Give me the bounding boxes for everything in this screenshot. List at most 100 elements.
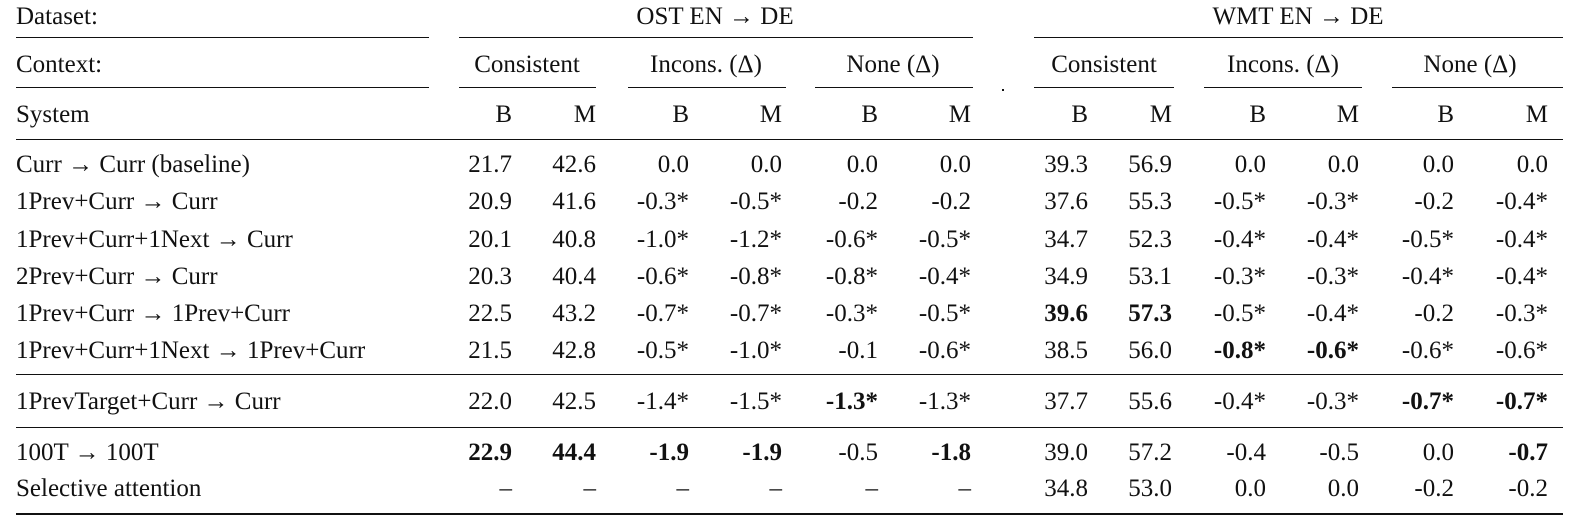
- metric-header-cell: B: [1071, 101, 1088, 128]
- ost-value-cell: –: [958, 475, 972, 502]
- ost-value-cell: -0.6*: [825, 226, 878, 253]
- wmt-value-cell: 0.0: [1327, 475, 1359, 502]
- system-name-cell: 1Prev+Curr → 1Prev+Curr: [16, 300, 290, 327]
- rule-dataset-wmt: [1034, 37, 1563, 38]
- wmt-value-cell: 53.0: [1128, 475, 1172, 502]
- ost-value-cell: 22.5: [468, 300, 512, 327]
- wmt-value-cell: 39.3: [1044, 151, 1088, 178]
- metric-header-cell: B: [861, 101, 878, 128]
- wmt-value-cell: -0.2: [1414, 475, 1454, 502]
- rule-group-1: [16, 374, 1563, 375]
- dataset-ost-heading: OST EN → DE: [636, 3, 794, 30]
- system-label: System: [16, 101, 90, 128]
- ost-value-cell: 44.4: [552, 439, 596, 466]
- wmt-value-cell: 57.2: [1128, 439, 1172, 466]
- ost-value-cell: -0.8*: [825, 263, 878, 290]
- ost-value-cell: –: [769, 475, 783, 502]
- ost-value-cell: 40.4: [552, 263, 596, 290]
- ost-value-cell: 41.6: [552, 188, 596, 215]
- rule-context-left: [16, 87, 429, 88]
- wmt-value-cell: -0.2: [1508, 475, 1548, 502]
- wmt-value-cell: -0.6*: [1306, 337, 1359, 364]
- wmt-value-cell: -0.5*: [1401, 226, 1454, 253]
- ost-value-cell: 20.9: [468, 188, 512, 215]
- ost-value-cell: 22.9: [468, 439, 512, 466]
- wmt-value-cell: -0.4*: [1495, 226, 1548, 253]
- ost-value-cell: -0.5: [838, 439, 878, 466]
- system-name-cell: Selective attention: [16, 475, 202, 502]
- wmt-value-cell: -0.4*: [1213, 388, 1266, 415]
- system-name-cell: 1Prev+Curr → Curr: [16, 188, 218, 215]
- rule-ctx-ost-inconsistent: [628, 87, 786, 88]
- rule-ctx-ost-none: [815, 87, 973, 88]
- ost-value-cell: -1.3*: [918, 388, 971, 415]
- wmt-value-cell: -0.3*: [1213, 263, 1266, 290]
- ost-value-cell: -1.2*: [729, 226, 782, 253]
- ost-value-cell: 20.1: [468, 226, 512, 253]
- wmt-value-cell: 0.0: [1234, 151, 1266, 178]
- ost-value-cell: –: [865, 475, 879, 502]
- metric-header-cell: B: [672, 101, 689, 128]
- wmt-value-cell: 57.3: [1128, 300, 1172, 327]
- wmt-value-cell: 39.6: [1044, 300, 1088, 327]
- system-name-cell: 2Prev+Curr → Curr: [16, 263, 218, 290]
- system-name-cell: 1PrevTarget+Curr → Curr: [16, 388, 281, 415]
- rule-dataset-ost: [459, 37, 973, 38]
- wmt-value-cell: -0.2: [1414, 300, 1454, 327]
- ost-value-cell: 21.7: [468, 151, 512, 178]
- metric-header-cell: M: [948, 101, 971, 128]
- ost-value-cell: -1.0*: [729, 337, 782, 364]
- wmt-value-cell: -0.3*: [1306, 388, 1359, 415]
- ost-value-cell: -1.0*: [636, 226, 689, 253]
- ost-value-cell: -1.9: [742, 439, 782, 466]
- metric-header-cell: M: [1336, 101, 1359, 128]
- wmt-value-cell: 0.0: [1422, 439, 1454, 466]
- wmt-value-cell: -0.4: [1226, 439, 1266, 466]
- metric-header-cell: M: [1149, 101, 1172, 128]
- ost-value-cell: –: [499, 475, 513, 502]
- ost-value-cell: -0.3*: [636, 188, 689, 215]
- ost-value-cell: -0.6*: [918, 337, 971, 364]
- ost-value-cell: -0.7*: [729, 300, 782, 327]
- wmt-value-cell: 34.8: [1044, 475, 1088, 502]
- ost-value-cell: -0.7*: [636, 300, 689, 327]
- metric-header-cell: M: [1525, 101, 1548, 128]
- ost-value-cell: -0.1: [838, 337, 878, 364]
- metric-header-cell: B: [495, 101, 512, 128]
- metric-header-cell: M: [759, 101, 782, 128]
- ost-value-cell: -0.2: [838, 188, 878, 215]
- ost-value-cell: -0.2: [931, 188, 971, 215]
- rule-ctx-wmt-none: [1392, 87, 1563, 88]
- wmt-value-cell: 37.7: [1044, 388, 1088, 415]
- wmt-value-cell: -0.2: [1414, 188, 1454, 215]
- wmt-value-cell: -0.7*: [1401, 388, 1454, 415]
- metric-header-cell: M: [573, 101, 596, 128]
- ost-value-cell: 21.5: [468, 337, 512, 364]
- metric-header-cell: B: [1249, 101, 1266, 128]
- ost-value-cell: 42.8: [552, 337, 596, 364]
- ost-value-cell: 20.3: [468, 263, 512, 290]
- ost-value-cell: -1.5*: [729, 388, 782, 415]
- ost-value-cell: -0.5*: [729, 188, 782, 215]
- rule-header-bottom: [16, 139, 1563, 140]
- ost-context-consistent: Consistent: [474, 51, 580, 78]
- ost-value-cell: –: [583, 475, 597, 502]
- ost-value-cell: -1.8: [931, 439, 971, 466]
- ost-value-cell: -0.4*: [918, 263, 971, 290]
- wmt-value-cell: -0.5: [1319, 439, 1359, 466]
- wmt-value-cell: 53.1: [1128, 263, 1172, 290]
- wmt-value-cell: 55.6: [1128, 388, 1172, 415]
- ost-value-cell: 42.6: [552, 151, 596, 178]
- wmt-context-none: None (Δ): [1423, 51, 1517, 78]
- rule-dataset-left: [16, 37, 429, 38]
- wmt-value-cell: 55.3: [1128, 188, 1172, 215]
- ost-value-cell: –: [676, 475, 690, 502]
- ost-value-cell: -0.6*: [636, 263, 689, 290]
- rule-table-bottom: [16, 513, 1563, 515]
- wmt-value-cell: 39.0: [1044, 439, 1088, 466]
- wmt-value-cell: 0.0: [1234, 475, 1266, 502]
- ost-value-cell: 0.0: [750, 151, 782, 178]
- wmt-value-cell: -0.4*: [1306, 300, 1359, 327]
- metric-header-cell: B: [1437, 101, 1454, 128]
- wmt-value-cell: -0.4*: [1213, 226, 1266, 253]
